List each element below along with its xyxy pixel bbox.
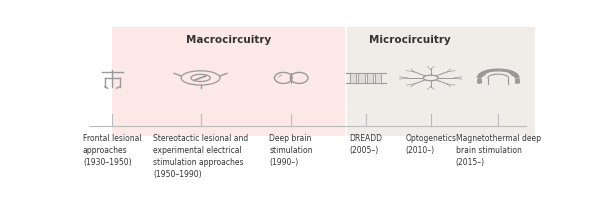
Bar bbox=[347, 27, 535, 136]
Text: Frontal lesional
approaches
(1930–1950): Frontal lesional approaches (1930–1950) bbox=[83, 134, 142, 167]
Text: Magnetothermal deep
brain stimulation
(2015–): Magnetothermal deep brain stimulation (2… bbox=[455, 134, 541, 167]
Text: Stereotactic lesional and
experimental electrical
stimulation approaches
(1950–1: Stereotactic lesional and experimental e… bbox=[153, 134, 248, 179]
Bar bbox=[375, 73, 382, 83]
Text: Deep brain
stimulation
(1990–): Deep brain stimulation (1990–) bbox=[269, 134, 313, 167]
Bar bbox=[367, 73, 373, 83]
Bar bbox=[350, 73, 356, 83]
Text: Optogenetics
(2010–): Optogenetics (2010–) bbox=[405, 134, 456, 155]
Bar bbox=[112, 27, 344, 136]
Text: DREADD
(2005–): DREADD (2005–) bbox=[349, 134, 382, 155]
Text: Macrocircuitry: Macrocircuitry bbox=[186, 35, 271, 45]
Text: Microcircuitry: Microcircuitry bbox=[369, 35, 451, 45]
Bar bbox=[358, 73, 365, 83]
